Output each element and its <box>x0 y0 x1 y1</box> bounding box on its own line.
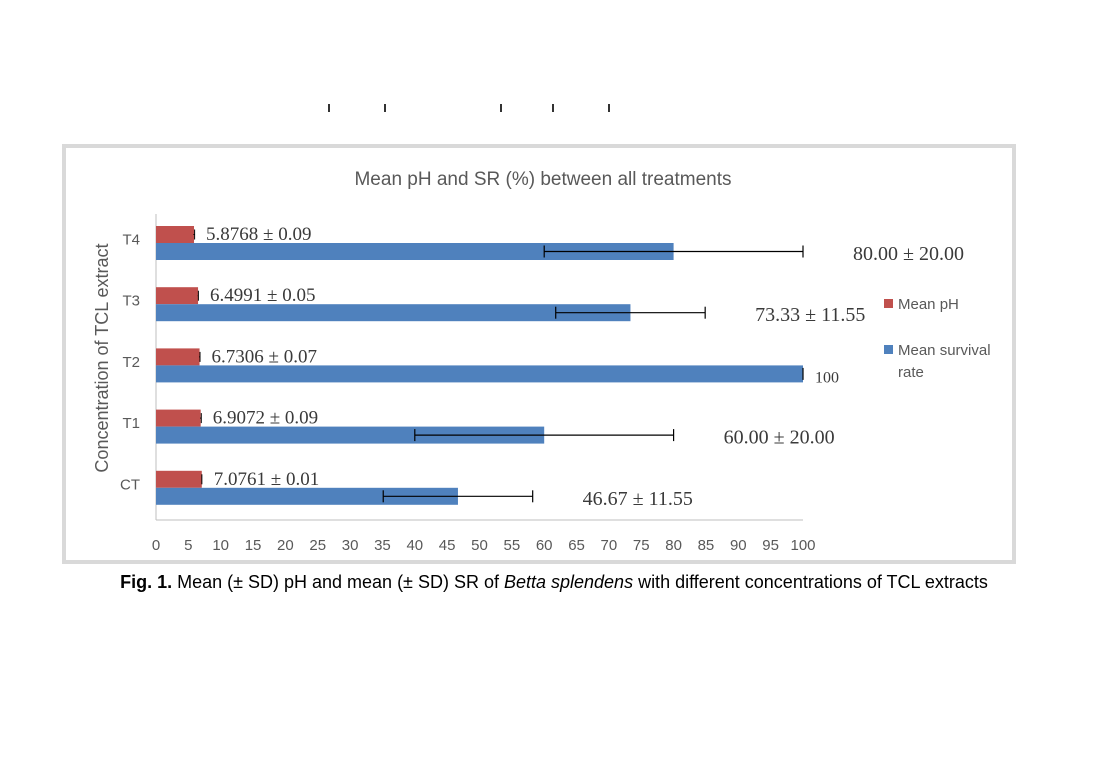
clipped-text-fragment <box>320 98 620 114</box>
bar-mean-ph <box>156 226 195 243</box>
x-tick-label: 20 <box>277 537 294 554</box>
caption-text-after: with different concentrations of TCL ext… <box>633 572 988 592</box>
y-tick-label: T3 <box>122 293 140 310</box>
bar-mean-survival-rate <box>156 365 803 383</box>
x-tick-label: 55 <box>504 537 521 554</box>
caption-text-before: Mean (± SD) pH and mean (± SD) SR of <box>172 572 504 592</box>
bar-mean-ph <box>156 348 200 366</box>
figure-caption: Fig. 1. Mean (± SD) pH and mean (± SD) S… <box>0 572 1108 593</box>
data-label-mean-survival-rate: 60.00 ± 20.00 <box>724 427 835 449</box>
y-tick-label: T4 <box>122 232 140 249</box>
chart-frame: Mean pH and SR (%) between all treatment… <box>62 144 1016 564</box>
caption-species: Betta splendens <box>503 572 634 592</box>
data-label-mean-ph: 5.8768 ± 0.09 <box>206 224 311 245</box>
chart-title: Mean pH and SR (%) between all treatment… <box>354 169 731 190</box>
data-label-mean-ph: 6.7306 ± 0.07 <box>212 346 317 367</box>
x-tick-label: 10 <box>212 537 229 554</box>
x-tick-label: 45 <box>439 537 456 554</box>
x-tick-label: 100 <box>790 537 815 554</box>
bar-mean-ph <box>156 287 199 305</box>
bar-mean-survival-rate <box>156 426 545 444</box>
legend-swatch-mean-ph <box>884 299 893 308</box>
x-tick-label: 40 <box>406 537 423 554</box>
bar-mean-ph <box>156 470 202 488</box>
legend-label-mean-ph: Mean pH <box>898 296 959 313</box>
bar-mean-ph <box>156 409 201 427</box>
chart: Mean pH and SR (%) between all treatment… <box>92 169 991 554</box>
x-tick-label: 25 <box>309 537 326 554</box>
y-axis-label: Concentration of TCL extract <box>92 243 112 472</box>
data-label-mean-ph: 6.9072 ± 0.09 <box>213 408 318 429</box>
x-tick-label: 85 <box>698 537 715 554</box>
x-tick-label: 15 <box>245 537 262 554</box>
x-tick-label: 90 <box>730 537 747 554</box>
data-label-mean-survival-rate: 100 <box>815 369 839 386</box>
data-label-mean-survival-rate: 73.33 ± 11.55 <box>755 304 865 326</box>
x-tick-label: 5 <box>184 537 192 554</box>
x-tick-label: 35 <box>374 537 391 554</box>
y-tick-label: CT <box>120 476 140 493</box>
data-label-mean-ph: 7.0761 ± 0.01 <box>214 469 319 490</box>
data-label-mean-survival-rate: 80.00 ± 20.00 <box>853 243 964 265</box>
legend-swatch-mean-survival-rate <box>884 345 893 354</box>
caption-figure-label: Fig. 1. <box>120 572 173 592</box>
data-label-mean-survival-rate: 46.67 ± 11.55 <box>583 488 693 510</box>
bar-mean-survival-rate <box>156 487 458 505</box>
x-tick-label: 65 <box>568 537 585 554</box>
data-label-mean-ph: 6.4991 ± 0.05 <box>210 285 315 306</box>
x-tick-label: 80 <box>665 537 682 554</box>
x-tick-label: 0 <box>152 537 160 554</box>
legend-label-mean-survival-rate: Mean survival rate <box>898 342 991 381</box>
x-tick-label: 70 <box>601 537 618 554</box>
x-tick-label: 50 <box>471 537 488 554</box>
y-tick-label: T2 <box>122 354 140 371</box>
x-tick-label: 75 <box>633 537 650 554</box>
y-tick-label: T1 <box>122 415 140 432</box>
x-tick-label: 60 <box>536 537 553 554</box>
x-tick-label: 30 <box>342 537 359 554</box>
bar-mean-survival-rate <box>156 304 631 322</box>
x-tick-label: 95 <box>762 537 779 554</box>
